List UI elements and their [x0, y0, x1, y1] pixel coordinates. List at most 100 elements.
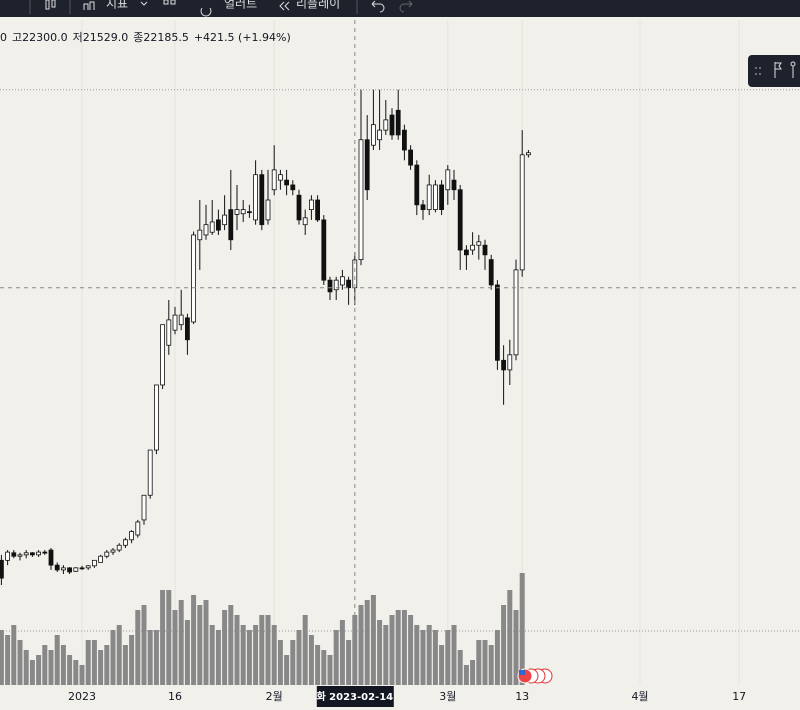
volume-bar — [346, 640, 352, 685]
candle-body — [67, 567, 72, 573]
volume-bar — [470, 660, 476, 685]
volume-bar — [414, 625, 420, 685]
volume-bar — [358, 605, 364, 685]
volume-bar — [147, 630, 153, 685]
legend-item: 저21529.0 — [73, 31, 129, 44]
legend-item: 종22185.5 — [133, 31, 189, 44]
volume-bar — [432, 630, 438, 685]
candle-body — [296, 194, 302, 221]
volume-bar — [209, 625, 215, 685]
toolbar-item[interactable]: 지표 — [106, 0, 128, 11]
candle-icon[interactable] — [51, 0, 56, 8]
volume-bar — [60, 645, 66, 685]
event-icons[interactable] — [517, 668, 553, 684]
handle[interactable] — [755, 67, 757, 69]
volume-bar — [420, 630, 426, 685]
candle-icon[interactable] — [45, 0, 50, 10]
plot — [0, 20, 800, 685]
volume-bar — [352, 615, 358, 685]
candle-body — [476, 241, 482, 246]
candle-body — [253, 174, 259, 221]
candle-body — [129, 531, 135, 541]
candle-body — [222, 214, 228, 226]
volume-bar — [401, 610, 407, 685]
candle-body — [265, 199, 271, 221]
redo[interactable] — [399, 0, 413, 13]
candle-body — [42, 551, 48, 554]
volume-bar — [488, 645, 494, 685]
candle-body — [104, 551, 110, 557]
volume-bar — [389, 615, 395, 685]
crosshair-label-bg — [316, 686, 394, 707]
volume-bar — [507, 590, 513, 685]
volume-bar — [426, 625, 432, 685]
candle-body — [482, 244, 488, 256]
dropdown[interactable] — [140, 1, 148, 6]
candle-body — [36, 551, 41, 556]
volume-bar — [42, 645, 48, 685]
volume-bar — [73, 660, 79, 685]
candle-body — [160, 324, 166, 386]
volume-bar — [184, 620, 190, 685]
volume-bar — [259, 615, 265, 685]
candle-body — [240, 209, 246, 215]
x-tick-label: 2023 — [68, 690, 96, 703]
candle-body — [414, 164, 420, 206]
volume-bar — [104, 645, 110, 685]
candle-body — [73, 567, 79, 572]
flag-icon[interactable] — [774, 62, 782, 78]
candle-body — [215, 219, 221, 231]
toolbar-item[interactable]: 리플레이 — [296, 0, 340, 11]
volume-bar — [110, 630, 116, 685]
x-tick-label: 2월 — [266, 690, 283, 703]
candle-body — [315, 199, 321, 221]
volume-bar — [5, 635, 11, 685]
candle-body — [457, 189, 463, 251]
volume-bar — [451, 625, 457, 685]
candle-body — [526, 152, 531, 156]
candle-body — [445, 169, 451, 191]
candle-body — [197, 229, 203, 241]
candle-body — [277, 174, 283, 181]
ohlc-legend: 0 고22300.0 저21529.0 종22185.5 +421.5 (+1.94%) — [0, 31, 291, 44]
volume-bar — [11, 625, 17, 685]
volume-bar — [153, 630, 159, 685]
candle-body — [110, 549, 116, 553]
volume-bar — [277, 640, 283, 685]
candle-body — [116, 544, 122, 551]
indicator-icon[interactable] — [83, 1, 95, 10]
candle-body — [321, 219, 327, 281]
volume-bar — [0, 630, 4, 685]
layout-icon[interactable] — [163, 0, 169, 5]
alert-icon[interactable] — [200, 7, 212, 17]
undo[interactable] — [371, 0, 385, 13]
toolbar-item[interactable]: 얼러트 — [224, 0, 257, 11]
layout-icon[interactable] — [170, 0, 176, 5]
volume-bar — [203, 600, 209, 685]
candle-body — [184, 317, 190, 341]
handle[interactable] — [759, 73, 761, 75]
volume-bar — [308, 635, 314, 685]
candle-body — [494, 284, 500, 361]
candle-body — [191, 234, 197, 323]
candle-body — [228, 209, 234, 241]
volume-bar — [240, 625, 246, 685]
replay-icon[interactable] — [279, 1, 290, 11]
candle-body — [432, 184, 438, 211]
candle-body — [98, 555, 103, 563]
volume-bar — [364, 600, 370, 685]
candle-body — [147, 449, 153, 496]
handle[interactable] — [759, 67, 761, 69]
volume-bar — [197, 605, 203, 685]
pin-icon[interactable] — [790, 61, 796, 78]
candle-body — [29, 552, 35, 556]
candle-body — [92, 559, 97, 567]
handle[interactable] — [755, 73, 757, 75]
candle-body — [513, 269, 519, 356]
event[interactable] — [519, 670, 525, 675]
volume-bar — [191, 595, 197, 685]
volume-bar — [333, 630, 339, 685]
volume-bar — [290, 640, 296, 685]
volume-bar — [377, 620, 383, 685]
